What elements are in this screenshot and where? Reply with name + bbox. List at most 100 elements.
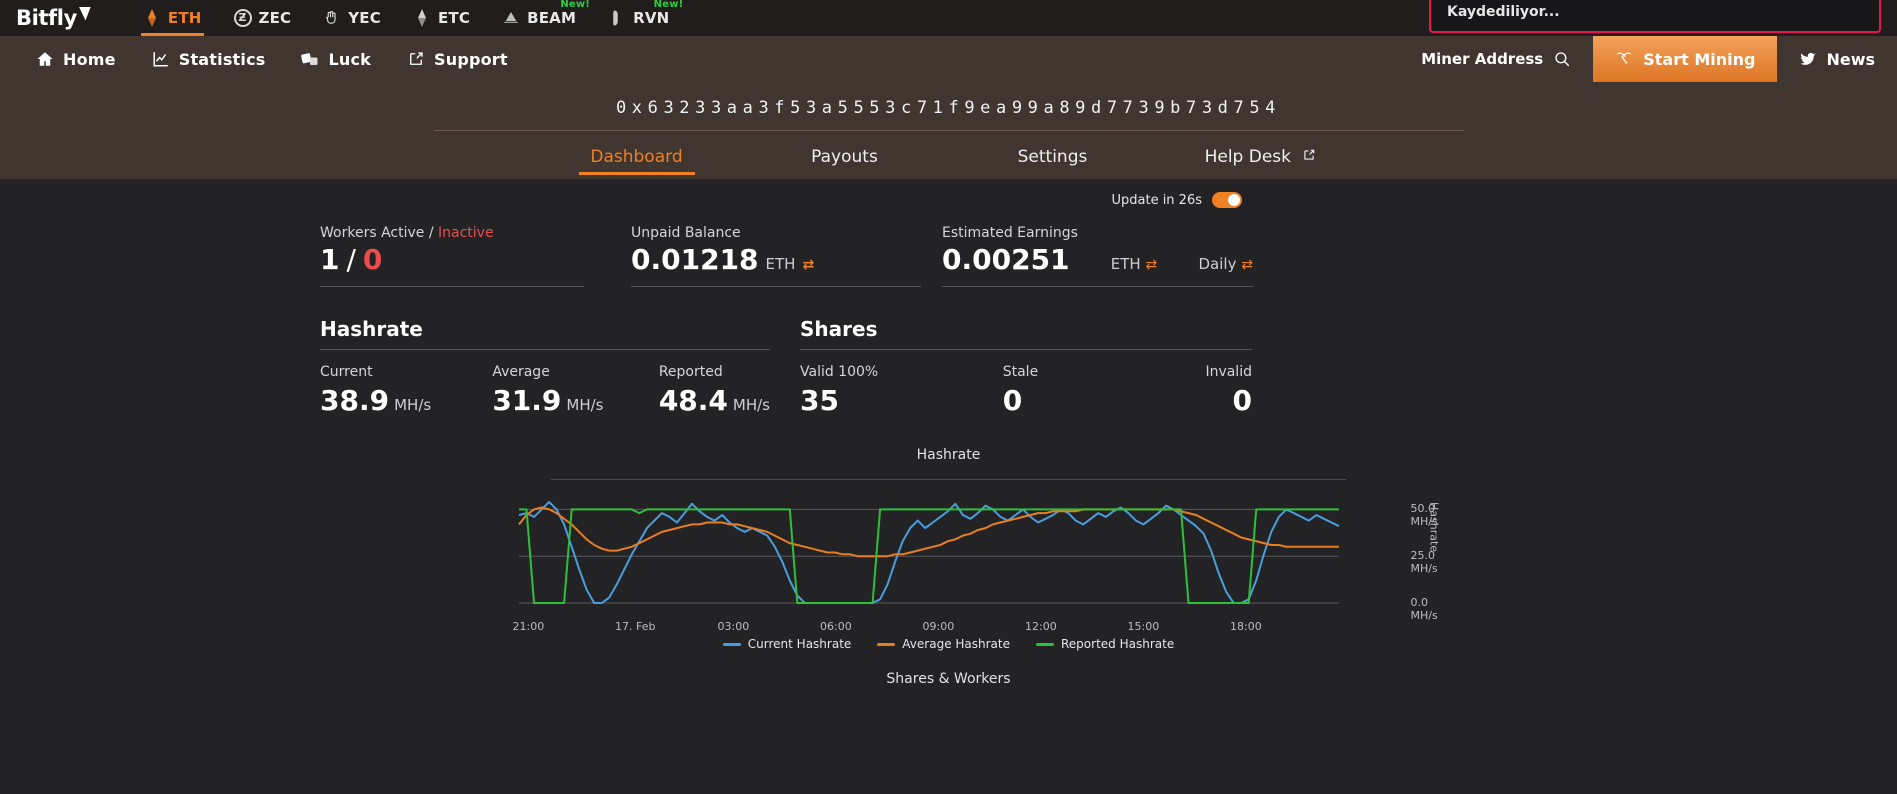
chart-line-icon bbox=[152, 50, 170, 68]
stat-unpaid-label: Unpaid Balance bbox=[631, 225, 741, 241]
hashrate-chart[interactable]: 0.0 MH/s 25.0 MH/s 50.0 MH/s 21:00 17. Feb 0… bbox=[499, 480, 1441, 633]
metric-stale-shares: Stale 0 bbox=[1003, 364, 1206, 417]
brand-swoosh-icon bbox=[78, 6, 91, 21]
external-link-icon-help-desk bbox=[1302, 149, 1316, 166]
earnings-period-group: Daily ⇄ bbox=[1199, 255, 1253, 273]
stat-workers-value: 1 / 0 bbox=[320, 243, 631, 276]
auto-update-toggle[interactable] bbox=[1212, 192, 1242, 208]
zec-circle-icon: Ƶ bbox=[233, 9, 252, 27]
stat-earnings-underline bbox=[942, 286, 1253, 287]
reported-hashrate-number: 48.4 bbox=[658, 384, 728, 417]
tab-label-help-desk: Help Desk bbox=[1204, 147, 1291, 167]
yec-hand-icon bbox=[323, 9, 341, 27]
wallet-address[interactable]: 0x63233aa3f53a5553c71f9ea99a89d7739b73d7… bbox=[615, 98, 1282, 118]
reported-hashrate-unit: MH/s bbox=[732, 396, 770, 414]
nav-item-statistics[interactable]: Statistics bbox=[134, 36, 284, 82]
coin-label-rvn: RVN bbox=[633, 9, 670, 27]
wallet-divider bbox=[433, 130, 1464, 131]
nav-item-home[interactable]: Home bbox=[18, 36, 134, 82]
legend-swatch-average bbox=[877, 642, 896, 646]
badge-new-beam: New! bbox=[560, 0, 591, 10]
saving-toast: Kaydediliyor... bbox=[1429, 0, 1881, 33]
stat-unpaid-value: 0.01218 ETH ⇄ bbox=[631, 243, 942, 276]
metric-label-average: Average bbox=[492, 364, 550, 380]
swap-arrows-icon-period[interactable]: ⇄ bbox=[1241, 257, 1253, 273]
earnings-unit: ETH bbox=[1110, 255, 1141, 273]
metric-label-valid: Valid 100% bbox=[800, 364, 879, 380]
external-link-icon bbox=[407, 50, 425, 68]
x-tick-1: 17. Feb bbox=[615, 620, 656, 633]
workers-inactive-count: 0 bbox=[362, 243, 383, 276]
miner-address-search[interactable]: Miner Address bbox=[1399, 50, 1593, 68]
twitter-icon bbox=[1799, 50, 1817, 68]
x-tick-5: 12:00 bbox=[1025, 620, 1057, 633]
hashrate-panel: Hashrate Current 38.9 MH/s Average 31.9 MH… bbox=[320, 317, 770, 417]
hashrate-metrics: Current 38.9 MH/s Average 31.9 MH/s Report… bbox=[320, 364, 770, 417]
coin-tab-yec[interactable]: YEC bbox=[307, 0, 397, 36]
x-tick-4: 09:00 bbox=[922, 620, 955, 633]
average-hashrate-unit: MH/s bbox=[566, 396, 604, 414]
nav-label-home: Home bbox=[63, 49, 116, 69]
y-tick-2: 50.0 MH/s bbox=[1410, 502, 1438, 529]
legend-item-reported-hashrate[interactable]: Reported Hashrate bbox=[1036, 637, 1174, 651]
hashrate-chart-legend: Current Hashrate Average Hashrate Report… bbox=[0, 615, 1897, 651]
legend-item-average-hashrate[interactable]: Average Hashrate bbox=[877, 637, 1010, 651]
coin-tab-eth[interactable]: ETH bbox=[127, 0, 218, 36]
tab-dashboard[interactable]: Dashboard bbox=[533, 141, 741, 179]
nav-label-luck: Luck bbox=[328, 49, 371, 69]
hashrate-chart-title: Hashrate bbox=[916, 447, 981, 463]
legend-label-average: Average Hashrate bbox=[902, 637, 1010, 651]
metric-value-average: 31.9 MH/s bbox=[492, 384, 659, 417]
nav-item-luck[interactable]: Luck bbox=[283, 36, 389, 82]
metric-value-invalid: 0 bbox=[1232, 384, 1252, 417]
tab-payouts[interactable]: Payouts bbox=[741, 141, 949, 179]
news-label: News bbox=[1826, 49, 1875, 69]
unpaid-amount: 0.01218 bbox=[631, 243, 759, 276]
detail-panels: Hashrate Current 38.9 MH/s Average 31.9 MH… bbox=[0, 287, 1897, 417]
tab-label-dashboard: Dashboard bbox=[590, 147, 683, 167]
start-mining-button[interactable]: Start Mining bbox=[1593, 36, 1778, 82]
earnings-amount: 0.00251 bbox=[942, 243, 1070, 276]
workers-slash: / bbox=[346, 243, 356, 276]
stat-workers: Workers Active / Inactive 1 / 0 bbox=[320, 225, 631, 287]
x-tick-0: 21:00 bbox=[512, 620, 545, 633]
badge-new-rvn: New! bbox=[653, 0, 684, 10]
search-icon bbox=[1553, 50, 1571, 68]
workers-active-count: 1 bbox=[320, 243, 340, 276]
nav-item-support[interactable]: Support bbox=[389, 36, 526, 82]
dashboard-content: Update in 26s Workers Active / Inactive … bbox=[0, 179, 1897, 794]
tab-help-desk[interactable]: Help Desk bbox=[1157, 141, 1365, 179]
etc-diamond-icon bbox=[413, 9, 431, 27]
swap-arrows-icon-earnings[interactable]: ⇄ bbox=[1145, 257, 1158, 273]
coin-tab-zec[interactable]: Ƶ ZEC bbox=[218, 0, 308, 36]
news-button[interactable]: News bbox=[1777, 50, 1897, 69]
metric-average-hashrate: Average 31.9 MH/s bbox=[492, 364, 659, 417]
workers-label-inactive: Inactive bbox=[438, 225, 494, 241]
bitfly-logo[interactable]: Bitfly bbox=[16, 6, 91, 30]
miner-address-label: Miner Address bbox=[1421, 50, 1544, 68]
coin-label-beam: BEAM bbox=[527, 9, 577, 27]
coin-tab-beam[interactable]: BEAM New! bbox=[486, 0, 592, 36]
metric-valid-shares: Valid 100% 35 bbox=[800, 364, 1003, 417]
metric-label-reported: Reported bbox=[658, 364, 723, 380]
legend-swatch-current bbox=[722, 642, 741, 646]
legend-item-current-hashrate[interactable]: Current Hashrate bbox=[722, 637, 851, 651]
hashrate-panel-divider bbox=[320, 349, 770, 350]
y-tick-1: 25.0 MH/s bbox=[1410, 549, 1438, 576]
metric-current-hashrate: Current 38.9 MH/s bbox=[320, 364, 492, 417]
coin-tab-rvn[interactable]: RVN New! bbox=[592, 0, 685, 36]
swap-arrows-icon-unpaid[interactable]: ⇄ bbox=[802, 257, 815, 273]
hashrate-panel-title: Hashrate bbox=[320, 317, 423, 341]
stat-unpaid-balance: Unpaid Balance 0.01218 ETH ⇄ bbox=[631, 225, 942, 287]
coin-tab-etc[interactable]: ETC bbox=[397, 0, 486, 36]
shares-workers-title: Shares & Workers bbox=[886, 671, 1011, 687]
metric-label-stale: Stale bbox=[1002, 364, 1039, 380]
update-row: Update in 26s bbox=[0, 189, 1897, 211]
eth-diamond-icon bbox=[143, 9, 161, 27]
shares-panel: Shares Valid 100% 35 Stale 0 Invalid 0 bbox=[800, 317, 1252, 417]
tab-settings[interactable]: Settings bbox=[949, 141, 1157, 179]
stat-workers-label: Workers Active / Inactive bbox=[320, 225, 631, 241]
saving-toast-text: Kaydediliyor... bbox=[1447, 3, 1560, 20]
legend-label-reported: Reported Hashrate bbox=[1061, 637, 1175, 651]
shares-panel-divider bbox=[800, 349, 1252, 350]
